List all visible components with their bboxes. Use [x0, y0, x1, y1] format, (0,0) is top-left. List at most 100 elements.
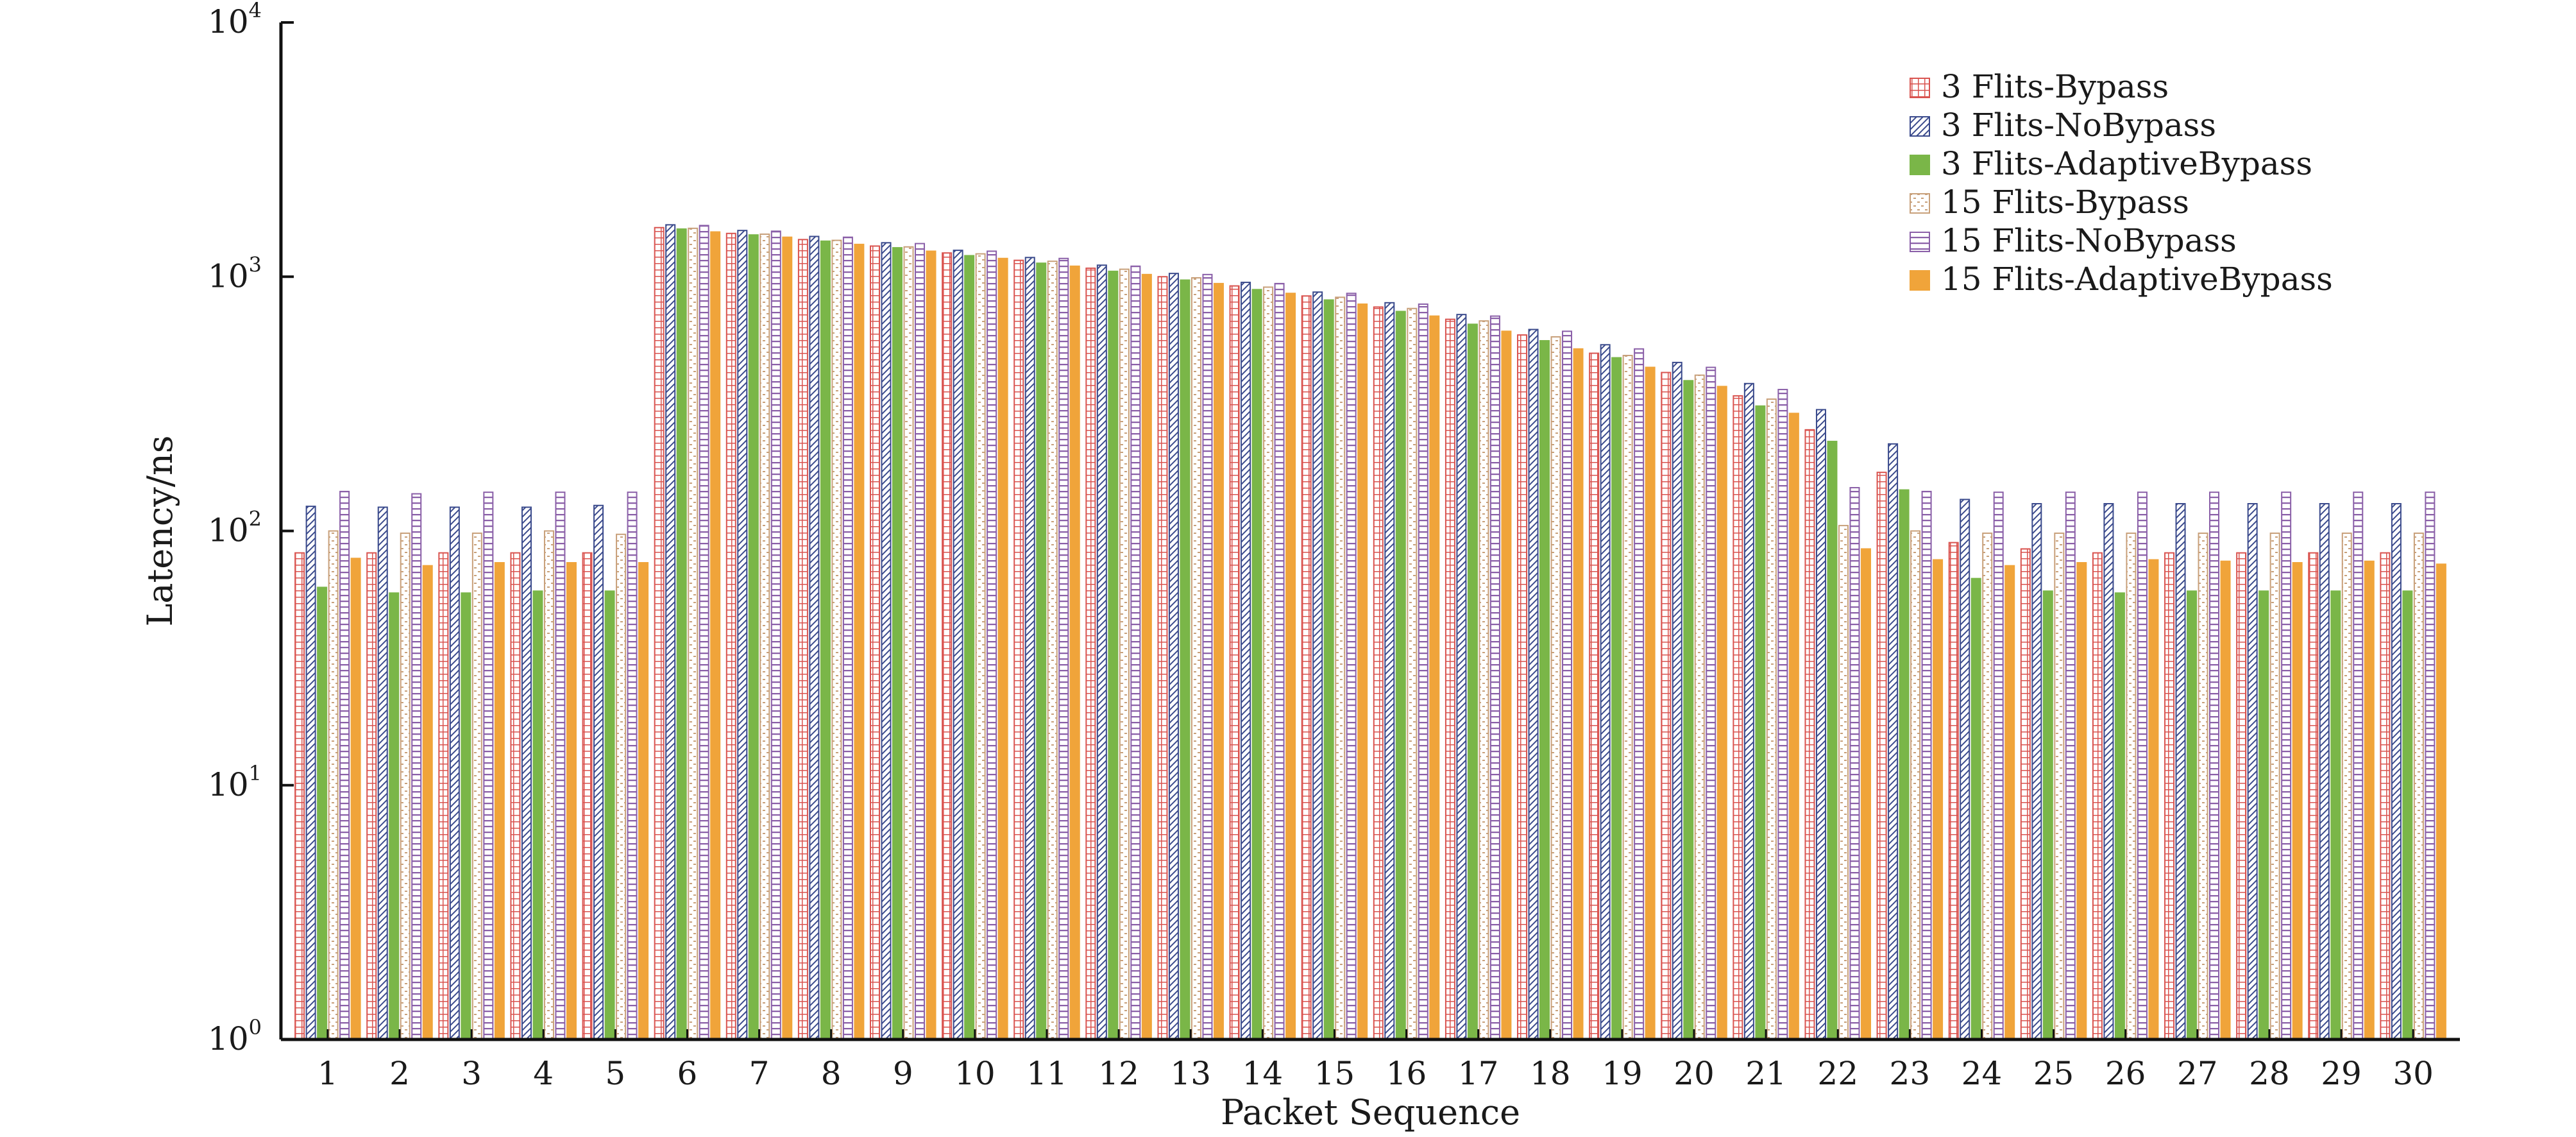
bar: [1157, 276, 1168, 1040]
bar: [1108, 270, 1119, 1040]
bar: [2353, 492, 2364, 1040]
bar: [1528, 329, 1539, 1040]
bar: [339, 490, 350, 1040]
bar: [870, 245, 881, 1041]
bar: [2164, 552, 2175, 1040]
bar: [1755, 405, 1766, 1040]
bar: [1933, 559, 1944, 1040]
bar: [1312, 291, 1323, 1041]
bar: [1899, 489, 1910, 1040]
bar: [2258, 590, 2269, 1040]
x-tick-label: 12: [1098, 1055, 1139, 1092]
bar: [997, 257, 1008, 1041]
legend-label: 15 Flits-Bypass: [1941, 184, 2189, 221]
bar: [422, 565, 433, 1040]
bar: [350, 558, 361, 1040]
bar: [627, 492, 638, 1040]
bar: [1241, 282, 1251, 1040]
bar: [1766, 398, 1777, 1040]
bar: [1948, 542, 1959, 1040]
legend-swatch: [1910, 232, 1930, 252]
bar: [1274, 282, 1285, 1041]
x-tick-label: 13: [1170, 1055, 1211, 1092]
x-tick-label: 8: [821, 1055, 842, 1092]
bar: [2247, 503, 2258, 1040]
bar: [1960, 499, 1970, 1040]
bar: [1815, 409, 1826, 1040]
legend-label: 15 Flits-NoBypass: [1941, 222, 2237, 259]
bar: [483, 492, 494, 1040]
bar: [389, 592, 400, 1040]
bar: [1589, 352, 1600, 1041]
bar: [2020, 548, 2031, 1040]
bar: [725, 232, 736, 1040]
bar: [1562, 330, 1573, 1040]
bar: [532, 590, 543, 1040]
y-axis-ticks: 100 101 102 103 104: [208, 0, 294, 1057]
bar: [1716, 386, 1727, 1040]
bar: [1611, 357, 1622, 1041]
bar: [654, 227, 665, 1040]
x-tick-label: 1: [318, 1055, 338, 1092]
bar: [2308, 552, 2319, 1040]
bar: [1323, 299, 1334, 1040]
bar: [566, 562, 577, 1040]
bar: [782, 236, 793, 1040]
bar: [1357, 303, 1368, 1040]
bar: [1047, 261, 1058, 1040]
legend-swatch: [1910, 193, 1930, 214]
x-tick-label: 11: [1026, 1055, 1067, 1092]
bar: [1301, 295, 1312, 1041]
bar: [1456, 314, 1467, 1041]
bar: [582, 552, 593, 1040]
bar: [1085, 268, 1096, 1040]
bar: [1993, 492, 2004, 1040]
bar: [1119, 268, 1130, 1040]
bar: [797, 239, 808, 1040]
bar: [809, 235, 820, 1040]
bar: [676, 228, 687, 1040]
legend-label: 3 Flits-AdaptiveBypass: [1941, 145, 2312, 182]
bar: [2004, 565, 2015, 1040]
bar: [1777, 389, 1788, 1040]
bar: [1263, 286, 1274, 1040]
x-tick-label: 30: [2393, 1055, 2434, 1092]
bar: [748, 234, 759, 1041]
bar: [2402, 590, 2413, 1040]
bar: [1285, 293, 1296, 1041]
bar: [2054, 532, 2065, 1040]
x-tick-label: 6: [677, 1055, 698, 1092]
x-tick-label: 5: [605, 1055, 625, 1092]
y-tick-label: 103: [208, 252, 262, 295]
bar: [1024, 257, 1035, 1040]
bar: [1888, 443, 1899, 1040]
bar: [2391, 503, 2402, 1040]
bar: [1467, 323, 1478, 1041]
bar: [2341, 532, 2352, 1040]
legend-swatch: [1910, 78, 1930, 98]
bar: [438, 552, 449, 1040]
bar: [699, 225, 709, 1040]
legend-label: 3 Flits-NoBypass: [1941, 107, 2216, 144]
bar: [411, 493, 422, 1040]
bar: [377, 506, 388, 1040]
bar: [1335, 296, 1346, 1040]
x-tick-label: 24: [1962, 1055, 2003, 1092]
bar: [1036, 262, 1047, 1041]
x-tick-label: 25: [2033, 1055, 2074, 1092]
bar: [1600, 344, 1611, 1041]
bar: [2436, 563, 2446, 1040]
x-tick-label: 14: [1242, 1055, 1284, 1092]
bar: [1202, 273, 1213, 1041]
x-axis-ticks: 1 2 3 4 5 6 7 8 9 10 11 12 13 14 15 16 17 18 19 20 21 22 23 24 2…: [318, 1029, 2434, 1092]
x-axis-title: Packet Sequence: [1221, 1092, 1520, 1133]
x-tick-label: 20: [1674, 1055, 1715, 1092]
legend-label: 3 Flits-Bypass: [1941, 68, 2169, 105]
bar: [975, 253, 986, 1040]
bar: [1373, 306, 1384, 1040]
bar: [1141, 273, 1152, 1041]
plot-area: [294, 224, 2446, 1041]
bar: [1921, 490, 1932, 1040]
bar: [638, 562, 649, 1040]
bar: [1479, 320, 1489, 1040]
